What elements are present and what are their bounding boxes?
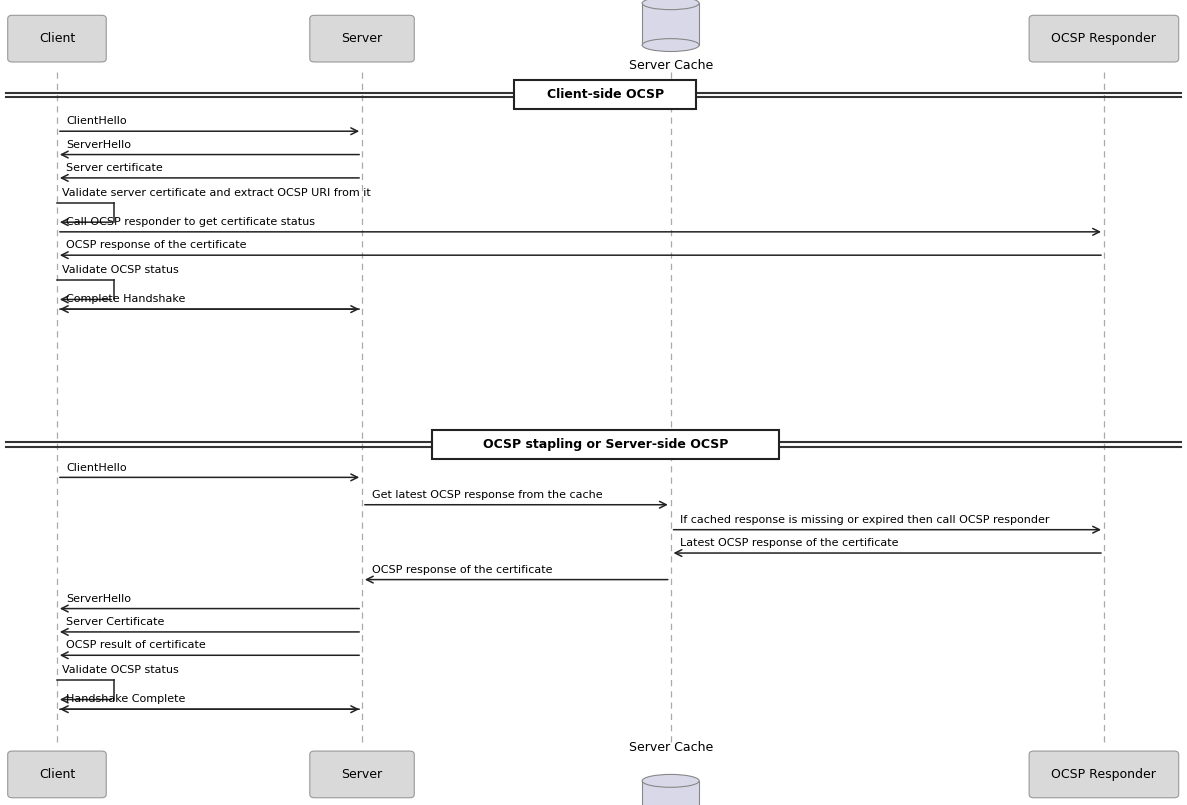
Text: Client: Client <box>39 768 75 781</box>
Text: Validate server certificate and extract OCSP URI from it: Validate server certificate and extract … <box>62 188 370 198</box>
Text: OCSP response of the certificate: OCSP response of the certificate <box>66 241 247 250</box>
Text: Server Certificate: Server Certificate <box>66 617 165 627</box>
Ellipse shape <box>642 774 699 787</box>
Text: OCSP Responder: OCSP Responder <box>1052 768 1156 781</box>
Text: Latest OCSP response of the certificate: Latest OCSP response of the certificate <box>680 539 899 548</box>
Text: Server Cache: Server Cache <box>629 59 712 72</box>
Text: Complete Handshake: Complete Handshake <box>66 295 186 304</box>
Text: Client: Client <box>39 32 75 45</box>
Text: Get latest OCSP response from the cache: Get latest OCSP response from the cache <box>372 490 602 500</box>
FancyBboxPatch shape <box>514 80 697 109</box>
Text: OCSP response of the certificate: OCSP response of the certificate <box>372 565 552 575</box>
Text: If cached response is missing or expired then call OCSP responder: If cached response is missing or expired… <box>680 515 1049 525</box>
Text: ClientHello: ClientHello <box>66 463 127 473</box>
Bar <box>642 781 699 805</box>
Text: OCSP stapling or Server-side OCSP: OCSP stapling or Server-side OCSP <box>483 438 728 451</box>
FancyBboxPatch shape <box>310 751 414 798</box>
Text: Server: Server <box>342 32 382 45</box>
Text: Handshake Complete: Handshake Complete <box>66 695 186 704</box>
Text: Server certificate: Server certificate <box>66 163 164 173</box>
FancyBboxPatch shape <box>1029 15 1179 62</box>
FancyBboxPatch shape <box>8 751 106 798</box>
Text: Call OCSP responder to get certificate status: Call OCSP responder to get certificate s… <box>66 217 316 227</box>
FancyBboxPatch shape <box>1029 751 1179 798</box>
FancyBboxPatch shape <box>8 15 106 62</box>
Text: Server Cache: Server Cache <box>629 741 712 754</box>
Text: OCSP result of certificate: OCSP result of certificate <box>66 641 207 650</box>
FancyBboxPatch shape <box>432 430 779 459</box>
Text: Server: Server <box>342 768 382 781</box>
Text: Validate OCSP status: Validate OCSP status <box>62 666 178 675</box>
Text: ServerHello: ServerHello <box>66 594 132 604</box>
Text: Validate OCSP status: Validate OCSP status <box>62 266 178 275</box>
Text: ServerHello: ServerHello <box>66 140 132 150</box>
Ellipse shape <box>642 39 699 52</box>
Text: ClientHello: ClientHello <box>66 117 127 126</box>
Text: OCSP Responder: OCSP Responder <box>1052 32 1156 45</box>
Bar <box>642 3 699 45</box>
Ellipse shape <box>642 0 699 10</box>
Text: Client-side OCSP: Client-side OCSP <box>547 89 664 101</box>
FancyBboxPatch shape <box>310 15 414 62</box>
